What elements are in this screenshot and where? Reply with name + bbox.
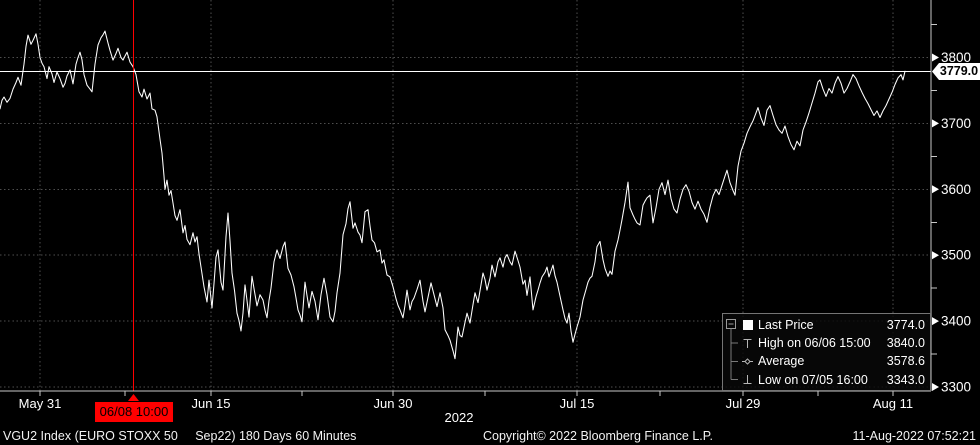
svg-text:3800: 3800 xyxy=(941,50,971,65)
security-description: VGU2 Index (EURO STOXX 50 Sep22) 180 Day… xyxy=(3,429,357,443)
chart-legend[interactable]: Last Price 3774.0 High on 06/06 15:00 38… xyxy=(722,313,931,391)
legend-value: 3774.0 xyxy=(886,318,925,333)
legend-value: 3578.6 xyxy=(886,354,925,369)
legend-row-high[interactable]: High on 06/06 15:00 3840.0 xyxy=(740,334,930,352)
event-marker-triangle-icon xyxy=(128,394,139,401)
legend-value: 3840.0 xyxy=(886,336,925,351)
timestamp: 11-Aug-2022 07:52:21 xyxy=(852,429,976,443)
average-marker-icon xyxy=(740,355,755,368)
low-marker-icon xyxy=(740,373,755,386)
event-time-label: 06/08 10:00 xyxy=(95,402,173,422)
square-marker-icon xyxy=(740,320,755,331)
svg-text:May 31: May 31 xyxy=(19,396,62,411)
y-tick-arrow-icon xyxy=(932,53,939,62)
svg-text:Aug 11: Aug 11 xyxy=(873,396,913,411)
high-marker-icon xyxy=(740,337,755,350)
svg-text:3400: 3400 xyxy=(941,314,971,329)
svg-text:3700: 3700 xyxy=(941,116,971,131)
legend-row-average[interactable]: Average 3578.6 xyxy=(740,352,930,370)
legend-row-low[interactable]: Low on 07/05 16:00 3343.0 xyxy=(740,371,930,389)
legend-value: 3343.0 xyxy=(886,372,925,387)
y-tick-arrow-icon xyxy=(932,383,939,391)
svg-text:3300: 3300 xyxy=(941,380,971,395)
last-price-tag: 3779.0 xyxy=(932,63,980,80)
y-tick-arrow-icon xyxy=(932,119,939,128)
legend-label: High on 06/06 15:00 xyxy=(758,336,871,351)
legend-label: Last Price xyxy=(758,318,814,333)
price-chart-canvas[interactable]: 3800 3700 3600 3500 3400 3300 May 31 Jun 15 Jun … xyxy=(0,0,980,427)
svg-text:Jun 30: Jun 30 xyxy=(373,396,412,411)
legend-label: Average xyxy=(758,354,805,369)
legend-label: Low on 07/05 16:00 xyxy=(758,372,868,387)
svg-text:Jun 15: Jun 15 xyxy=(191,396,230,411)
y-tick-arrow-icon xyxy=(932,251,939,260)
status-bar: VGU2 Index (EURO STOXX 50 Sep22) 180 Day… xyxy=(0,427,980,445)
copyright-text: Copyright© 2022 Bloomberg Finance L.P. xyxy=(483,429,713,443)
svg-text:Jul 29: Jul 29 xyxy=(726,396,761,411)
price-line xyxy=(0,30,906,360)
legend-tree-icon[interactable] xyxy=(725,318,740,388)
svg-text:3600: 3600 xyxy=(941,182,971,197)
year-label: 2022 xyxy=(445,410,474,425)
svg-text:Jul 15: Jul 15 xyxy=(560,396,595,411)
y-tick-arrow-icon xyxy=(932,185,939,194)
y-tick-arrow-icon xyxy=(932,317,939,326)
legend-row-last-price[interactable]: Last Price 3774.0 xyxy=(740,316,930,334)
svg-text:3500: 3500 xyxy=(941,248,971,263)
